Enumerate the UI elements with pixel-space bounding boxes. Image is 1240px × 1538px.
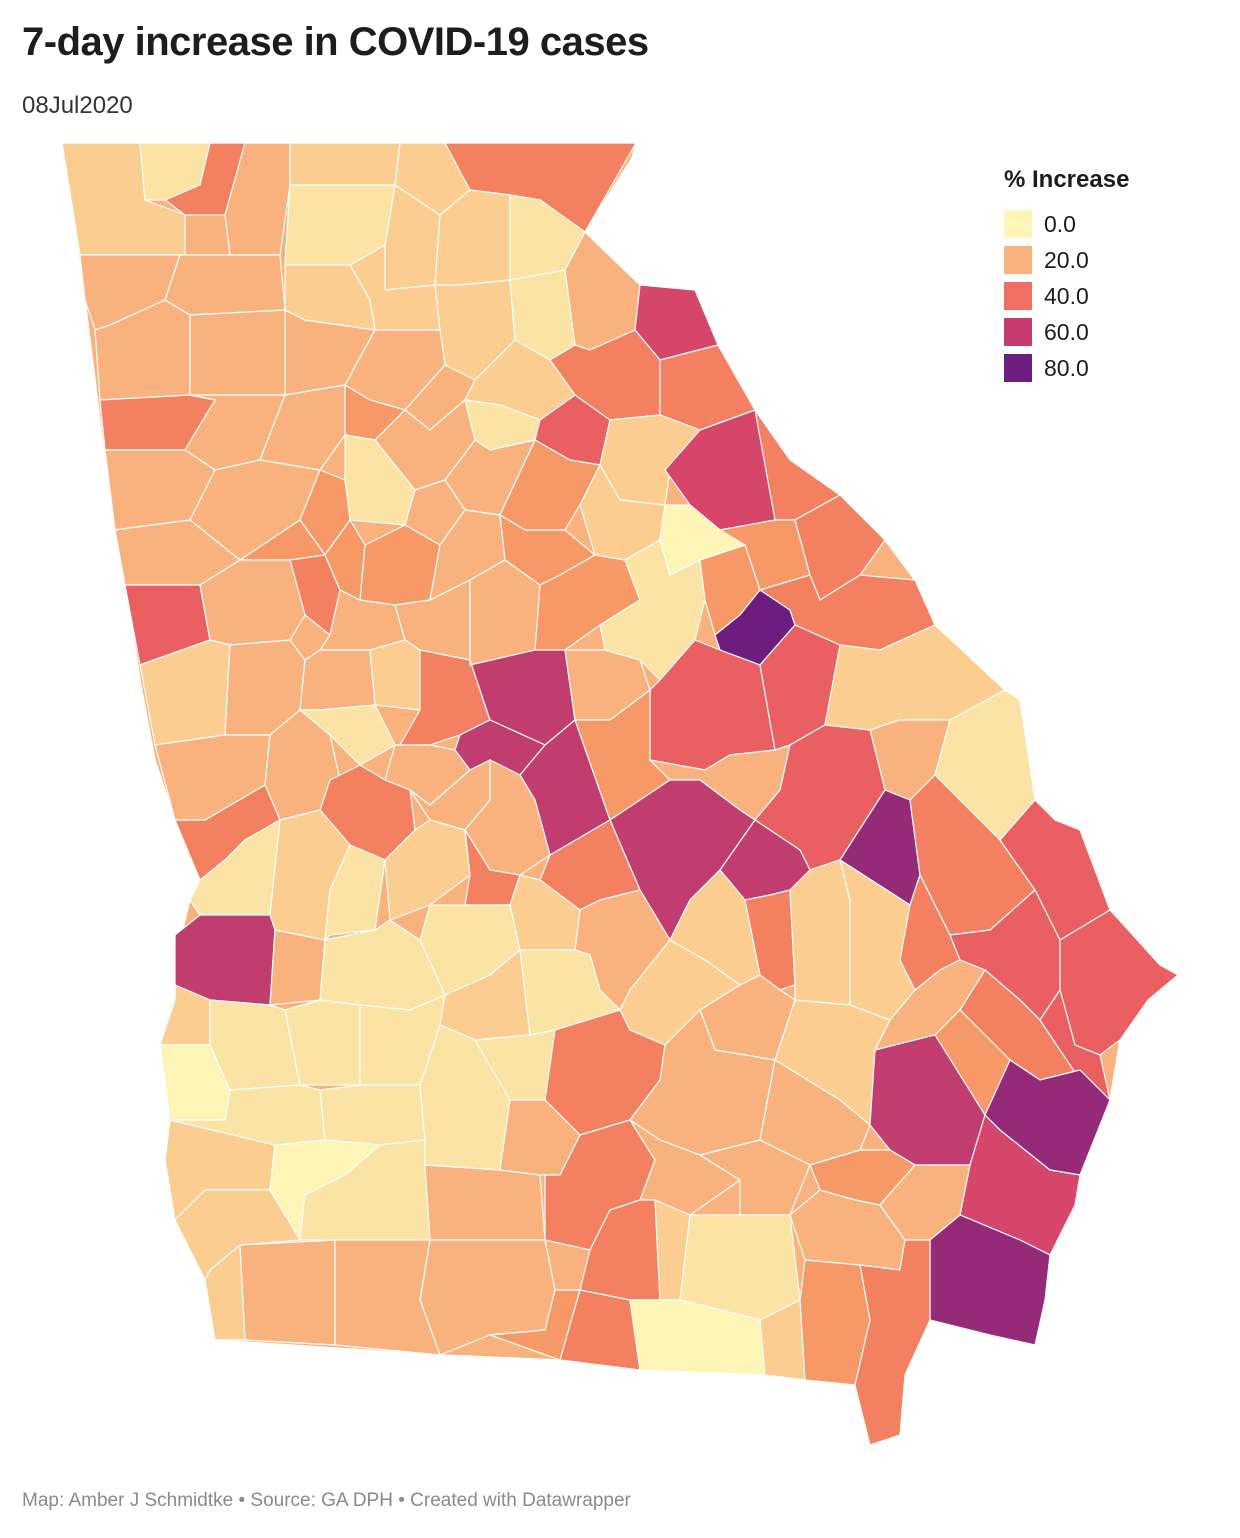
legend-label: 60.0: [1044, 318, 1089, 345]
county-region[interactable]: [789, 859, 851, 1006]
legend-item: 80.0: [1004, 350, 1129, 386]
county-region[interactable]: [489, 1289, 581, 1361]
legend-swatch: [1004, 210, 1032, 238]
county-region[interactable]: [369, 639, 421, 711]
map-title: 7-day increase in COVID-19 cases: [22, 20, 649, 64]
county-region[interactable]: [854, 1239, 931, 1446]
county-region[interactable]: [319, 1084, 426, 1146]
legend-label: 20.0: [1044, 246, 1089, 273]
legend-swatch: [1004, 246, 1032, 274]
legend-label: 40.0: [1044, 282, 1089, 309]
legend-item: 0.0: [1004, 206, 1129, 242]
map-subtitle: 08Jul2020: [22, 92, 133, 119]
legend-item: 20.0: [1004, 242, 1129, 278]
legend-item: 60.0: [1004, 314, 1129, 350]
source-credit: Map: Amber J Schmidtke • Source: GA DPH …: [22, 1490, 631, 1511]
county-region[interactable]: [269, 929, 326, 1006]
county-region[interactable]: [299, 649, 376, 711]
county-region[interactable]: [164, 254, 286, 316]
county-region[interactable]: [189, 309, 286, 396]
legend-label: 80.0: [1044, 354, 1089, 381]
county-region[interactable]: [239, 1239, 336, 1346]
county-region[interactable]: [629, 1299, 766, 1376]
legend-swatch: [1004, 318, 1032, 346]
county-region[interactable]: [424, 1164, 546, 1241]
county-region[interactable]: [259, 384, 346, 471]
legend-title: % Increase: [1004, 166, 1130, 193]
legend-swatch: [1004, 282, 1032, 310]
legend-item: 40.0: [1004, 278, 1129, 314]
county-region[interactable]: [1039, 988, 1111, 1102]
county-region[interactable]: [929, 1214, 1051, 1346]
legend-swatch: [1004, 354, 1032, 382]
county-region[interactable]: [1059, 909, 1180, 1056]
georgia-county-map: [0, 130, 1240, 1460]
legend-label: 0.0: [1044, 210, 1076, 237]
county-region[interactable]: [334, 1239, 441, 1356]
county-region[interactable]: [289, 142, 401, 186]
map-legend: % Increase 0.0 20.0 40.0 60.0 80.0: [1004, 166, 1129, 386]
